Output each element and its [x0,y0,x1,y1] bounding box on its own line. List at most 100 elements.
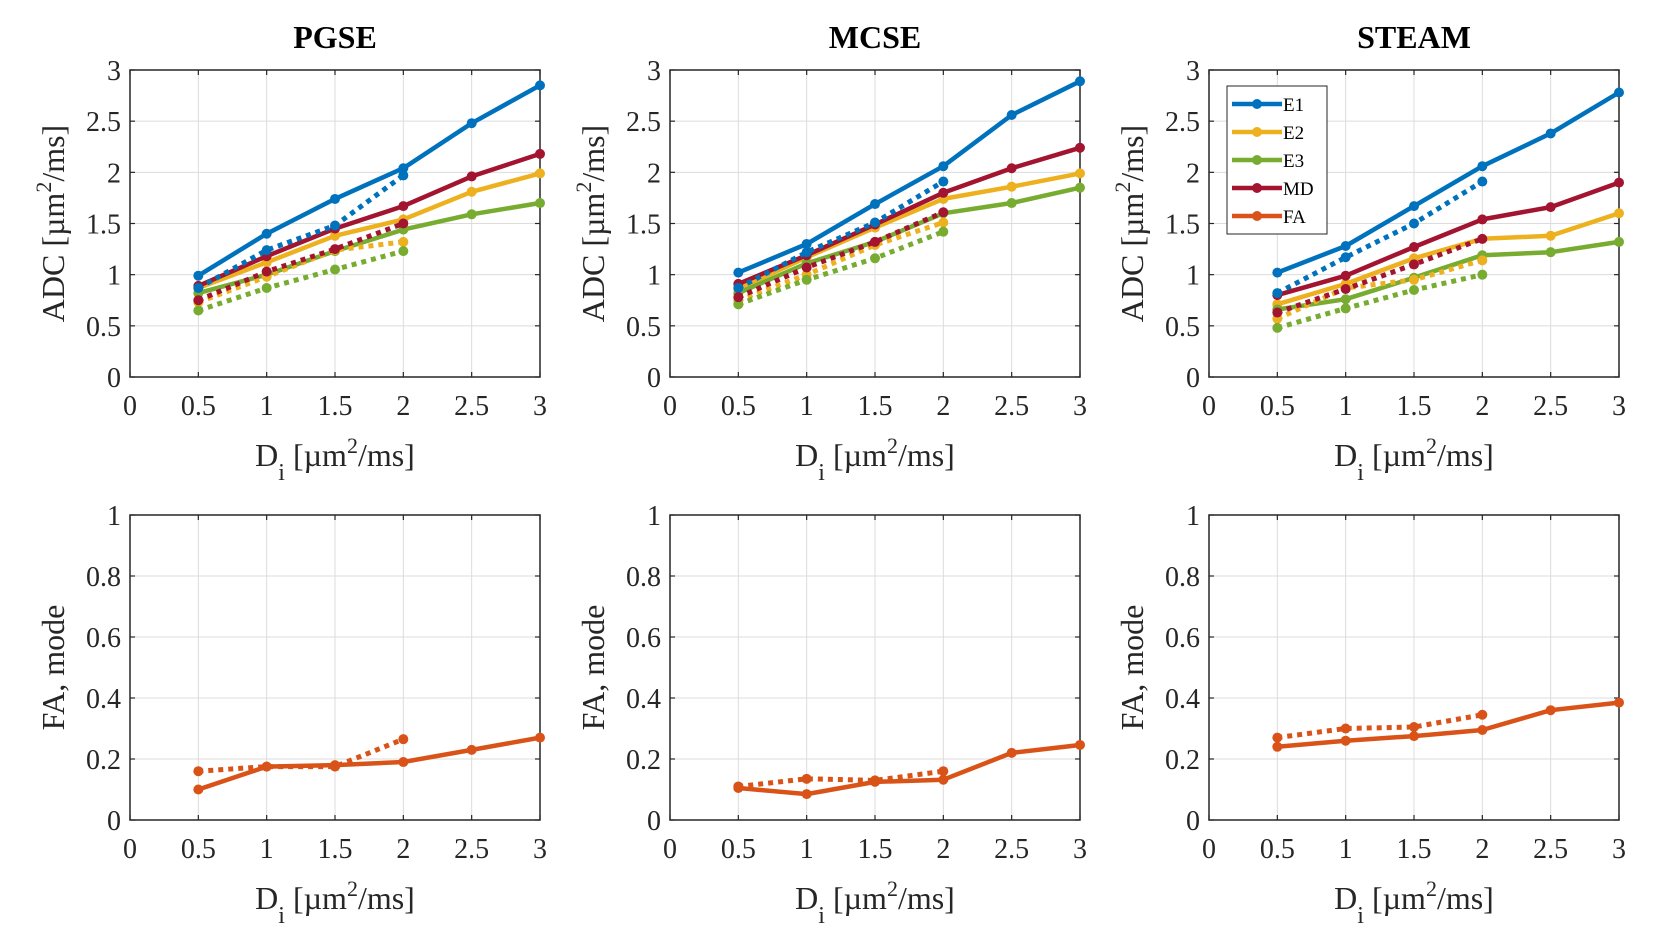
y-tick-label: 3 [647,56,661,87]
series-e3-dotted [737,229,945,307]
point-e3-dotted [1272,322,1283,333]
y-tick-label: 1.5 [1165,210,1200,241]
point-md-dotted [733,292,744,303]
y-tick-label: 0.8 [86,562,121,593]
y-tick-label: 2.5 [86,107,121,138]
x-tick-label: 3 [533,391,547,422]
point-md-solid [535,148,545,159]
point-md-dotted [1340,283,1351,294]
point-e2-dotted [398,236,409,247]
point-md-dotted [938,207,949,218]
panel-top-center: 0 0.5 1 1.5 2 2.5 3 0 0.5 1 1.5 2 2.5 3 MCSE Di [µm2/ms… [571,19,1087,486]
point-fa-solid [193,784,204,795]
point-fa-dotted [801,773,812,784]
x-tick-label: 3 [1073,391,1087,422]
x-tick-label: 1 [800,391,814,422]
series-md-dotted [1276,236,1484,315]
y-tick-label: 0.4 [626,684,661,715]
x-axis-label: Di [µm2/ms] [1334,433,1494,486]
series-md-dotted [197,221,405,303]
legend-label: E2 [1283,123,1304,144]
x-tick-label: 2.5 [454,834,489,865]
series-e2-solid [1276,211,1620,307]
y-tick-label: 0.4 [86,684,121,715]
legend-marker [1252,183,1262,193]
x-tick-label: 2.5 [994,834,1029,865]
point-md-dotted [870,236,880,247]
series-fa-solid [1277,700,1620,750]
point-e3-solid [1075,182,1085,193]
point-e3-dotted [330,264,340,275]
y-tick-label: 1.5 [626,210,661,241]
series-e1-dotted [197,173,405,291]
point-e2-solid [1006,181,1017,192]
series-e1-dotted [737,179,945,291]
panel-bottom-left: 0 0.5 1 1.5 2 2.5 3 0 0.2 0.4 0.6 0.8 1 Di [µm2/ms] FA… [35,501,547,929]
point-fa-solid [466,744,477,755]
point-e3-dotted [870,253,880,264]
y-tick-label: 2 [1186,158,1200,189]
point-fa-dotted [1477,709,1488,720]
legend-marker [1252,155,1262,165]
point-e2-dotted [1409,274,1419,285]
series-fa-dotted [198,736,405,774]
y-tick-label: 1.5 [86,210,121,241]
y-tick-label: 0 [647,363,661,394]
point-md-solid [398,201,409,212]
y-tick-label: 0.8 [1165,562,1200,593]
x-tick-label: 0 [123,834,137,865]
y-axis-label: FA, mode [35,605,71,731]
point-e3-solid [1340,294,1351,305]
y-tick-label: 2 [647,158,661,189]
legend-marker [1252,99,1262,109]
x-tick-label: 3 [1612,391,1626,422]
series-md-dotted [737,209,945,300]
point-e1-solid [1075,76,1085,87]
point-e1-solid [801,238,812,249]
x-axis-label: Di [µm2/ms] [795,876,955,929]
point-e3-dotted [398,246,409,257]
point-e2-solid [1614,208,1624,219]
point-fa-solid [535,732,545,743]
point-e3-dotted [261,282,272,293]
point-e2-solid [1545,230,1556,241]
point-e1-dotted [330,220,340,231]
point-e1-solid [330,193,340,204]
point-md-solid [1614,177,1624,188]
point-md-dotted [1477,233,1488,244]
point-fa-solid [1409,731,1419,742]
x-tick-label: 3 [1612,834,1626,865]
point-e1-solid [1614,87,1624,98]
x-tick-label: 0.5 [181,391,216,422]
point-md-solid [1340,270,1351,281]
point-e2-dotted [1477,255,1488,266]
point-e3-solid [466,209,477,220]
legend-label: E3 [1283,151,1304,172]
x-axis-label: Di [µm2/ms] [795,433,955,486]
point-e1-dotted [1340,252,1351,263]
point-fa-dotted [1409,721,1419,732]
series-fa-solid [738,742,1081,797]
y-tick-label: 0 [107,806,121,837]
point-md-solid [1006,163,1017,174]
point-e3-dotted [1340,303,1351,314]
point-fa-dotted [870,775,880,786]
point-fa-dotted [1272,732,1283,743]
series-e2-dotted [197,239,404,305]
x-tick-label: 2 [936,391,950,422]
y-tick-label: 1 [647,501,661,532]
point-fa-solid [1272,741,1283,752]
panel-title: PGSE [293,19,377,55]
y-axis-label: ADC [µm2/ms] [1110,125,1150,322]
x-tick-label: 0 [123,391,137,422]
point-e3-dotted [801,274,812,285]
point-fa-dotted [398,734,409,745]
x-tick-label: 1.5 [318,834,353,865]
point-e3-solid [1614,236,1624,247]
x-tick-label: 2 [936,834,950,865]
series-e2-dotted [737,220,945,303]
x-tick-label: 2.5 [454,391,489,422]
x-tick-label: 3 [1073,834,1087,865]
series-fa-dotted [738,768,944,789]
point-fa-dotted [733,781,744,792]
